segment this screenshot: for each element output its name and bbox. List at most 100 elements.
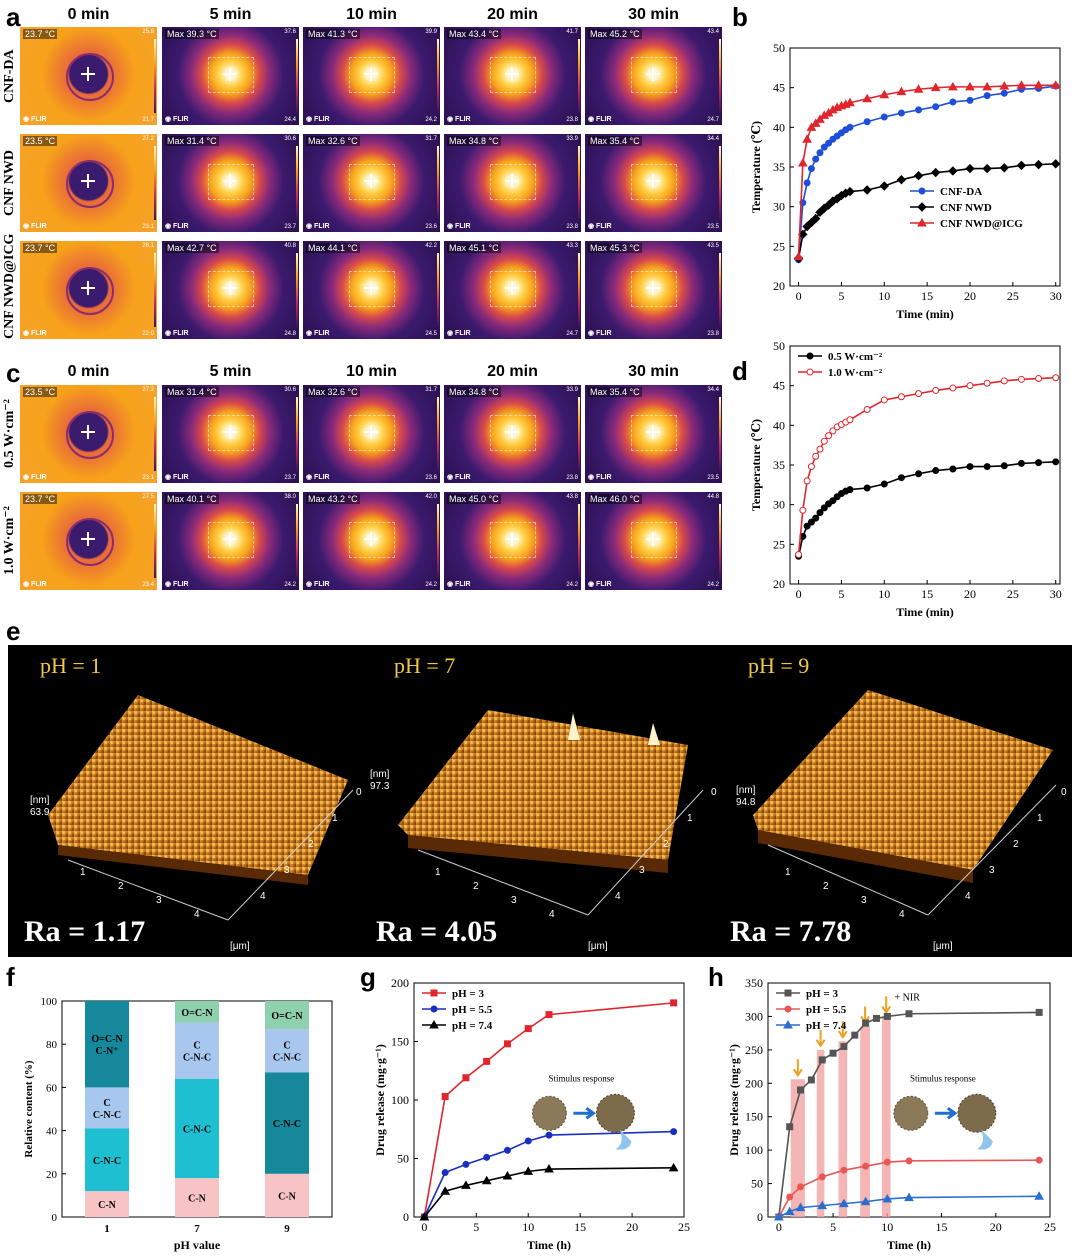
- data-point: [670, 1128, 678, 1136]
- data-point: [1016, 80, 1027, 89]
- x-tick-label: 15: [936, 1220, 948, 1234]
- data-point: [807, 518, 815, 526]
- thermal-image-a-0-2: Max 41.3 °C 39.9 24.2 ◉ FLIR: [303, 27, 440, 125]
- row-label-c-1: 1.0 W·cm⁻²: [2, 506, 17, 576]
- y-tick-label: 200: [745, 1076, 763, 1090]
- data-point: [786, 1123, 794, 1131]
- data-point: [983, 379, 991, 387]
- afm-xtick: 1: [435, 867, 441, 878]
- scale-min: 23.4: [142, 582, 154, 588]
- color-scale-bar: [437, 504, 439, 578]
- thermal-image-c-0-2: Max 32.6 °C 31.7 23.6 ◉ FLIR: [303, 385, 440, 483]
- afm-xtick: 4: [194, 909, 200, 920]
- legend-label: pH = 7.4: [452, 1020, 493, 1032]
- series-line: [797, 85, 1056, 260]
- segment-label: O=C-N: [271, 1011, 303, 1022]
- annotation-text: Stimulus response: [549, 1073, 615, 1083]
- x-tick-label: 25: [1044, 1220, 1056, 1234]
- series-0: [795, 458, 1060, 560]
- data-point: [812, 514, 820, 522]
- stacked-segment: [175, 1078, 219, 1179]
- stacked-segment: [265, 1001, 309, 1030]
- segment-label: C-N-C: [93, 1156, 121, 1167]
- flir-logo: ◉ FLIR: [165, 474, 189, 481]
- roi-bracket: [208, 415, 254, 451]
- nir-bar: [881, 1016, 891, 1217]
- data-point: [932, 103, 940, 111]
- data-point: [803, 179, 811, 187]
- y-tick-label: 25: [773, 537, 785, 551]
- roi-bracket: [349, 164, 395, 200]
- data-point: [862, 1162, 870, 1170]
- roi-bracket: [490, 522, 536, 558]
- afm-xtick: 4: [549, 909, 555, 920]
- afm-ytick: 2: [663, 839, 669, 850]
- data-point: [523, 1166, 534, 1175]
- thermal-image-a-1-4: Max 35.4 °C 34.4 23.5 ◉ FLIR: [585, 134, 722, 232]
- data-point: [846, 416, 854, 424]
- data-point: [966, 96, 974, 104]
- sample-ring: [66, 518, 114, 566]
- stacked-segment: [85, 1191, 129, 1217]
- afm-ra-1: Ra = 1.17: [24, 915, 146, 948]
- crosshair-icon: [646, 425, 660, 439]
- data-point: [1016, 160, 1027, 171]
- scale-max: 27.2: [142, 387, 154, 393]
- scale-min: 24.7: [566, 331, 578, 337]
- afm-unit-3: [nm]: [736, 785, 756, 796]
- data-point: [897, 393, 905, 401]
- scale-max: 26.1: [142, 243, 154, 249]
- legend-label: pH = 5.5: [452, 1004, 493, 1016]
- data-point: [670, 999, 678, 1007]
- scale-min: 23.5: [707, 475, 719, 481]
- color-scale-bar: [719, 253, 721, 327]
- data-point: [797, 1183, 805, 1191]
- data-point: [429, 1019, 439, 1029]
- time-head-a-4: 30 min: [628, 6, 679, 23]
- x-tick-label: 0: [421, 1220, 427, 1234]
- color-scale-bar: [296, 397, 298, 471]
- legend-label: CNF NWD@ICG: [940, 218, 1023, 230]
- max-temp-label: Max 31.4 °C: [165, 387, 219, 397]
- data-point: [883, 1012, 891, 1020]
- x-tick-label: 1: [104, 1223, 110, 1235]
- scale-min: 23.6: [425, 224, 437, 230]
- sample-ring: [66, 267, 114, 315]
- panel-letter-h: h: [708, 962, 724, 992]
- crosshair-icon: [364, 425, 378, 439]
- data-point: [773, 1211, 784, 1221]
- data-point: [872, 1014, 880, 1022]
- roi-bracket: [631, 522, 677, 558]
- data-point: [918, 187, 926, 195]
- scale-max: 25.8: [142, 29, 154, 35]
- flir-logo: ◉ FLIR: [447, 330, 471, 337]
- data-point: [545, 1131, 553, 1139]
- x-axis-label: pH value: [174, 1238, 221, 1252]
- data-point: [983, 463, 991, 471]
- thermal-image-a-0-0: 23.7 °C 25.8 21.7 ◉ FLIR: [20, 27, 157, 125]
- stacked-segment: [175, 1022, 219, 1079]
- data-point: [1035, 1008, 1043, 1016]
- data-point: [1035, 375, 1043, 383]
- afm-ytick: 4: [260, 891, 266, 902]
- row-label-a-2: CNF NWD@ICG: [2, 233, 17, 339]
- flir-logo: ◉ FLIR: [306, 116, 330, 123]
- afm-ph-2: pH = 7: [394, 653, 456, 678]
- afm-xtick: 2: [473, 881, 479, 892]
- y-tick-label: 45: [773, 379, 785, 393]
- flir-logo: ◉ FLIR: [23, 474, 47, 481]
- flir-logo: ◉ FLIR: [306, 581, 330, 588]
- data-point: [807, 463, 815, 471]
- nir-arrow-icon: [838, 1021, 848, 1039]
- afm-ytick: 4: [965, 891, 971, 902]
- scale-max: 30.6: [284, 136, 296, 142]
- legend-label: pH = 5.5: [806, 1004, 847, 1016]
- crosshair-icon: [81, 281, 95, 295]
- data-point: [879, 181, 889, 191]
- afm-ytick: 1: [332, 813, 338, 824]
- afm-ytick: 3: [639, 865, 645, 876]
- data-point: [966, 382, 974, 390]
- data-point: [829, 1049, 837, 1057]
- data-point: [806, 352, 814, 360]
